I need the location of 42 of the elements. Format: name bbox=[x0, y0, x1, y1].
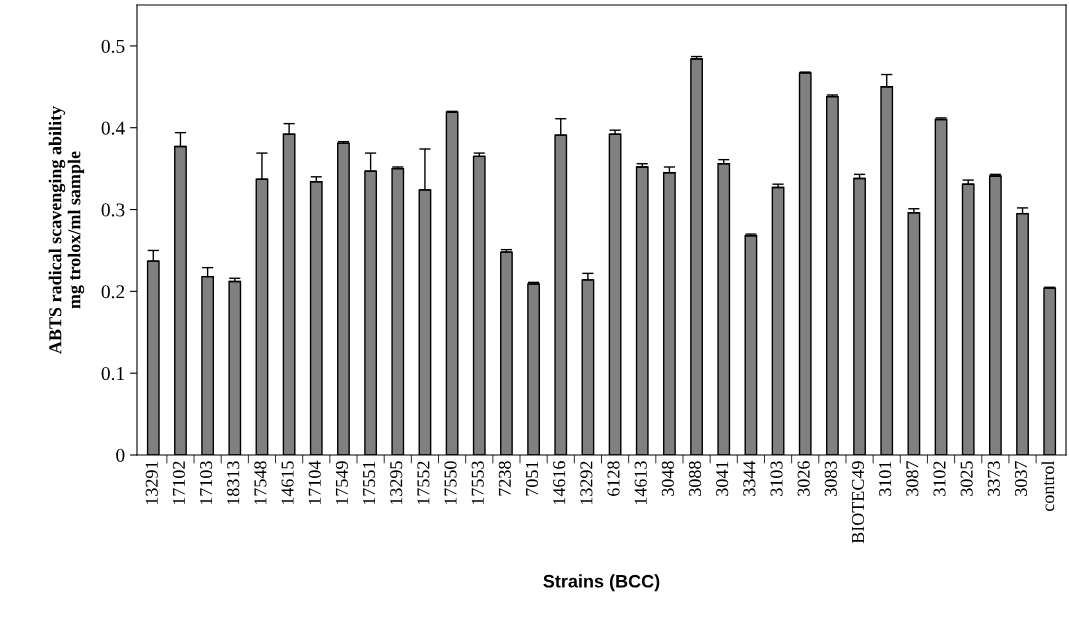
x-tick-label: 18313 bbox=[227, 461, 240, 505]
x-tick-label: 3037 bbox=[1014, 461, 1028, 496]
x-tick-label: 13291 bbox=[145, 461, 158, 505]
x-tick-label: 17553 bbox=[471, 461, 484, 505]
x-tick-label: 3026 bbox=[797, 461, 810, 496]
x-tick-label: 13292 bbox=[580, 461, 593, 505]
x-tick-label: 17102 bbox=[172, 461, 185, 505]
x-tick-label: 3087 bbox=[906, 461, 919, 496]
x-tick-label: 14615 bbox=[281, 461, 294, 505]
y-tick-label: 0.1 bbox=[101, 367, 125, 381]
y-tick-label: 0.4 bbox=[101, 121, 125, 135]
x-tick-label: 14613 bbox=[634, 461, 647, 505]
x-tick-label: 3041 bbox=[716, 461, 729, 496]
x-tick-label: 3083 bbox=[824, 461, 837, 496]
x-tick-label: 17550 bbox=[444, 461, 457, 505]
x-tick-label: 17549 bbox=[335, 461, 348, 505]
x-tick-label: 3101 bbox=[879, 461, 892, 496]
x-tick-label: 13295 bbox=[390, 461, 403, 505]
x-tick-label: 17551 bbox=[363, 461, 376, 505]
y-tick-label: 0.2 bbox=[101, 285, 125, 299]
x-tick-label: control bbox=[1041, 460, 1055, 512]
x-tick-label: 17552 bbox=[417, 461, 430, 505]
x-tick-label: 3373 bbox=[987, 461, 1000, 496]
x-tick-label: 3103 bbox=[770, 461, 783, 496]
x-tick-label: 3048 bbox=[661, 461, 674, 496]
x-tick-label: 17104 bbox=[308, 460, 321, 505]
x-tick-label: 3102 bbox=[933, 461, 946, 496]
y-tick-label: 0 bbox=[116, 448, 125, 462]
y-tick-label: 0.5 bbox=[101, 39, 125, 53]
x-tick-label: 17548 bbox=[254, 461, 267, 505]
x-axis-title: Strains (BCC) bbox=[543, 574, 660, 592]
x-tick-label: 17103 bbox=[199, 461, 213, 505]
y-tick-label: 0.3 bbox=[101, 203, 125, 217]
x-tick-label: BIOTEC49 bbox=[851, 461, 865, 544]
x-tick-label: 3344 bbox=[743, 460, 756, 496]
x-tick-label: 14616 bbox=[553, 461, 566, 505]
x-tick-label: 3025 bbox=[960, 461, 973, 496]
y-axis-title: ABTS radical scavenging ability mg trolox/ml sample bbox=[48, 106, 85, 354]
x-tick-label: 6128 bbox=[607, 461, 620, 496]
x-tick-label: 7051 bbox=[525, 461, 539, 496]
x-tick-label: 7238 bbox=[498, 461, 511, 496]
x-tick-label: 3088 bbox=[688, 461, 702, 496]
